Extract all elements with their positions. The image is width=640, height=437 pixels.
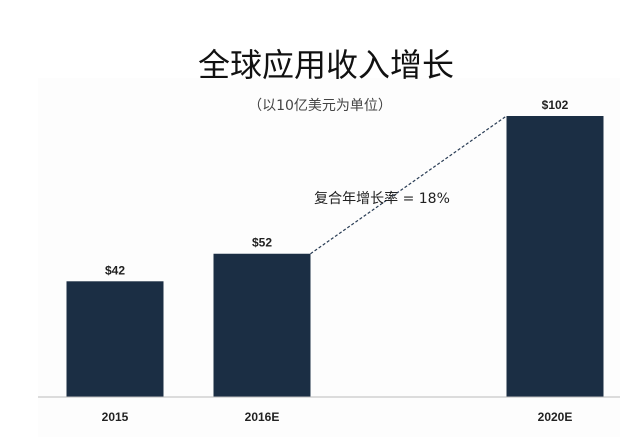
bar-2015 xyxy=(66,281,164,397)
data-label-2015: $42 xyxy=(105,263,125,277)
x-tick-label-2016e: 2016E xyxy=(245,410,280,424)
x-tick-label-2015: 2015 xyxy=(102,410,129,424)
data-label-2020e: $102 xyxy=(542,98,569,112)
bar-2020e xyxy=(506,116,604,397)
chart-title: 全球应用收入增长 xyxy=(198,46,454,84)
x-tick-label-2020e: 2020E xyxy=(538,410,573,424)
chart-subtitle: （以10亿美元为单位） xyxy=(248,98,392,114)
bar-2016e xyxy=(213,253,311,397)
cagr-annotation: 复合年增长率 = 18% xyxy=(314,190,450,207)
bars-layer: $42 2015 $52 2016E $102 2020E xyxy=(66,98,604,424)
data-label-2016e: $52 xyxy=(252,236,272,250)
